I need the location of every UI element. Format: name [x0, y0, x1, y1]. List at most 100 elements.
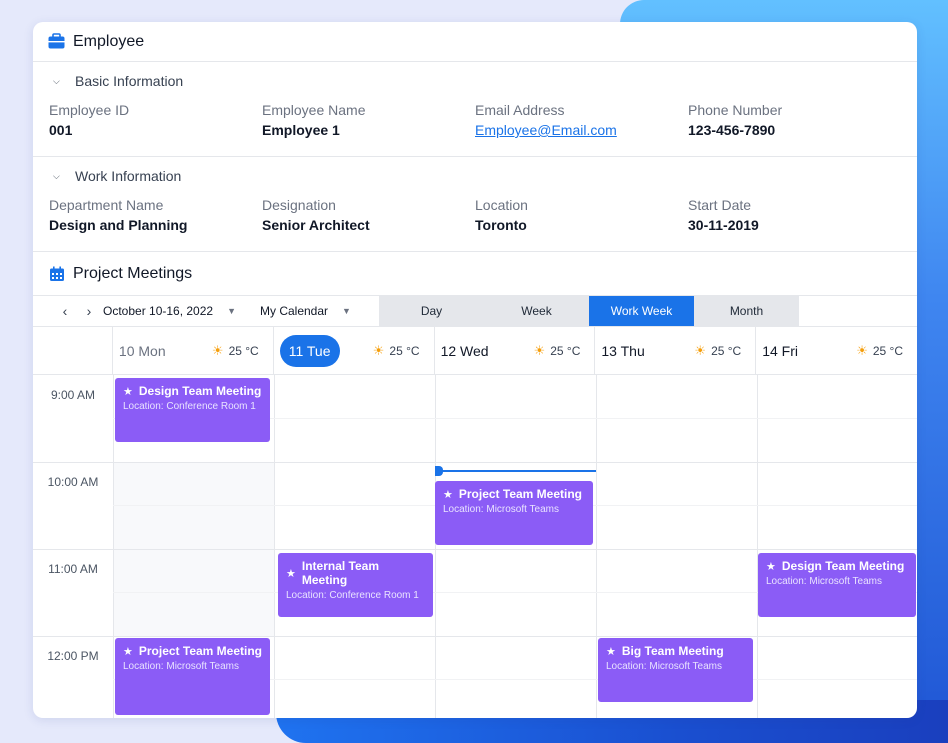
- event-location: Location: Microsoft Teams: [123, 661, 239, 672]
- star-icon: ★: [606, 645, 616, 658]
- temperature: 25 °C: [550, 343, 581, 358]
- department-field: Department Name Design and Planning: [49, 195, 262, 235]
- employee-id-field: Employee ID 001: [49, 100, 262, 140]
- date-range-label: October 10-16, 2022: [103, 304, 214, 318]
- event-title: Internal Team Meeting: [301, 559, 380, 587]
- start-date-field: Start Date 30-11-2019: [688, 195, 901, 235]
- event-location: Location: Microsoft Teams: [766, 576, 882, 587]
- location-field: Location Toronto: [475, 195, 688, 235]
- view-switcher: Day Week Work Week Month: [379, 296, 799, 326]
- current-time-line: [435, 470, 596, 472]
- day-label: 10 Mon: [118, 342, 166, 359]
- star-icon: ★: [286, 567, 296, 580]
- event-card[interactable]: ★ Project Team Meeting Location: Microsof…: [115, 638, 270, 715]
- date-range-dropdown[interactable]: October 10-16, 2022 ▼: [103, 304, 236, 318]
- field-value: Toronto: [475, 217, 527, 233]
- day-label: 13 Thu: [601, 342, 645, 359]
- meetings-title: Project Meetings: [73, 264, 193, 282]
- day-header-row: 10 Mon ☀ 25 °C 11 Tue ☀ 25 °C 12 Wed ☀ 25 °…: [33, 327, 917, 375]
- field-label: Location: [475, 197, 528, 213]
- field-label: Designation: [262, 197, 336, 213]
- weather: ☀ 25 °C: [373, 343, 420, 359]
- field-value: 123-456-7890: [688, 122, 776, 138]
- briefcase-icon: [48, 33, 65, 50]
- sun-icon: ☀: [694, 342, 707, 358]
- work-information-section: ⌵ Work Information Department Name Desig…: [33, 157, 917, 252]
- field-label: Department Name: [49, 197, 164, 213]
- event-card[interactable]: ★ Project Team Meeting Location: Microsof…: [435, 481, 593, 545]
- field-label: Phone Number: [688, 102, 783, 118]
- sun-icon: ☀: [856, 342, 868, 358]
- field-label: Employee ID: [49, 102, 130, 118]
- calendar-icon: [49, 266, 65, 282]
- phone-field: Phone Number 123-456-7890: [688, 100, 901, 140]
- view-day[interactable]: Day: [420, 304, 443, 318]
- field-value: 001: [49, 122, 73, 138]
- event-location: Location: Microsoft Teams: [443, 504, 559, 515]
- field-label: Employee Name: [262, 102, 366, 118]
- basic-information-toggle[interactable]: ⌵ Basic Information: [33, 62, 917, 100]
- meetings-header: Project Meetings: [33, 252, 917, 296]
- email-link[interactable]: Employee@Email.com: [475, 122, 617, 138]
- field-value: Design and Planning: [49, 217, 188, 233]
- chevron-down-icon: ⌵: [53, 170, 60, 181]
- event-title: Big Team Meeting: [621, 644, 724, 658]
- card-header: Employee: [33, 22, 917, 62]
- field-label: Email Address: [475, 102, 565, 118]
- day-header-wed[interactable]: 12 Wed ☀ 25 °C: [435, 327, 596, 374]
- event-card[interactable]: ★ Design Team Meeting Location: Conferenc…: [115, 378, 270, 442]
- calendar-dropdown[interactable]: My Calendar ▼: [260, 304, 351, 318]
- temperature: 25 °C: [389, 343, 420, 358]
- event-location: Location: Conference Room 1: [123, 401, 256, 412]
- star-icon: ★: [443, 488, 453, 501]
- day-label: 14 Fri: [762, 342, 799, 359]
- time-grid: 9:00 AM 10:00 AM 11:00 AM 12:00 PM ★ Desi…: [33, 375, 917, 718]
- star-icon: ★: [123, 385, 133, 398]
- chevron-right-icon[interactable]: ›: [86, 303, 92, 319]
- sun-icon: ☀: [211, 342, 224, 358]
- field-label: Start Date: [688, 197, 752, 213]
- weather: ☀ 25 °C: [212, 343, 259, 359]
- weather: ☀ 25 °C: [694, 343, 741, 359]
- sun-icon: ☀: [372, 342, 385, 358]
- event-location: Location: Microsoft Teams: [606, 661, 722, 672]
- event-title: Project Team Meeting: [458, 487, 583, 501]
- day-header-tue[interactable]: 11 Tue ☀ 25 °C: [274, 327, 435, 374]
- field-value: Employee 1: [262, 122, 340, 138]
- chevron-left-icon[interactable]: ‹: [62, 303, 68, 319]
- calendar-label: My Calendar: [260, 304, 329, 318]
- email-field: Email Address Employee@Email.com: [475, 100, 688, 140]
- event-card[interactable]: ★ Design Team Meeting Location: Microsoft…: [758, 553, 916, 617]
- caret-down-icon: ▼: [342, 306, 351, 316]
- weather: ☀ 25 °C: [534, 343, 581, 359]
- basic-information-section: ⌵ Basic Information Employee ID 001 Empl…: [33, 62, 917, 157]
- employee-name-field: Employee Name Employee 1: [262, 100, 475, 140]
- star-icon: ★: [123, 645, 133, 658]
- day-header-mon[interactable]: 10 Mon ☀ 25 °C: [113, 327, 274, 374]
- event-title: Project Team Meeting: [138, 644, 263, 658]
- event-title: Design Team Meeting: [138, 384, 262, 398]
- temperature: 25 °C: [228, 343, 259, 358]
- view-month[interactable]: Month: [729, 304, 764, 318]
- time-label: 10:00 AM: [47, 475, 99, 489]
- time-label: 9:00 AM: [50, 388, 96, 402]
- section-heading: Basic Information: [75, 73, 184, 89]
- field-value: Senior Architect: [262, 217, 370, 233]
- caret-down-icon: ▼: [227, 306, 236, 316]
- day-header-fri[interactable]: 14 Fri ☀ 25 °C: [756, 327, 917, 374]
- sun-icon: ☀: [533, 342, 546, 358]
- time-label: 12:00 PM: [47, 649, 99, 663]
- chevron-down-icon: ⌵: [53, 75, 60, 86]
- event-card[interactable]: ★ Big Team Meeting Location: Microsoft Te…: [598, 638, 753, 702]
- weather: ☀ 25 °C: [856, 343, 903, 359]
- event-title: Design Team Meeting: [781, 559, 905, 573]
- field-value: 30-11-2019: [688, 217, 759, 233]
- star-icon: ★: [766, 560, 776, 573]
- work-information-toggle[interactable]: ⌵ Work Information: [33, 157, 917, 195]
- day-label: 12 Wed: [440, 342, 489, 359]
- day-header-thu[interactable]: 13 Thu ☀ 25 °C: [595, 327, 757, 374]
- designation-field: Designation Senior Architect: [262, 195, 475, 235]
- event-card[interactable]: ★ Internal Team Meeting Location: Confere…: [278, 553, 433, 617]
- view-week[interactable]: Week: [521, 304, 552, 318]
- view-work-week[interactable]: Work Week: [589, 296, 694, 326]
